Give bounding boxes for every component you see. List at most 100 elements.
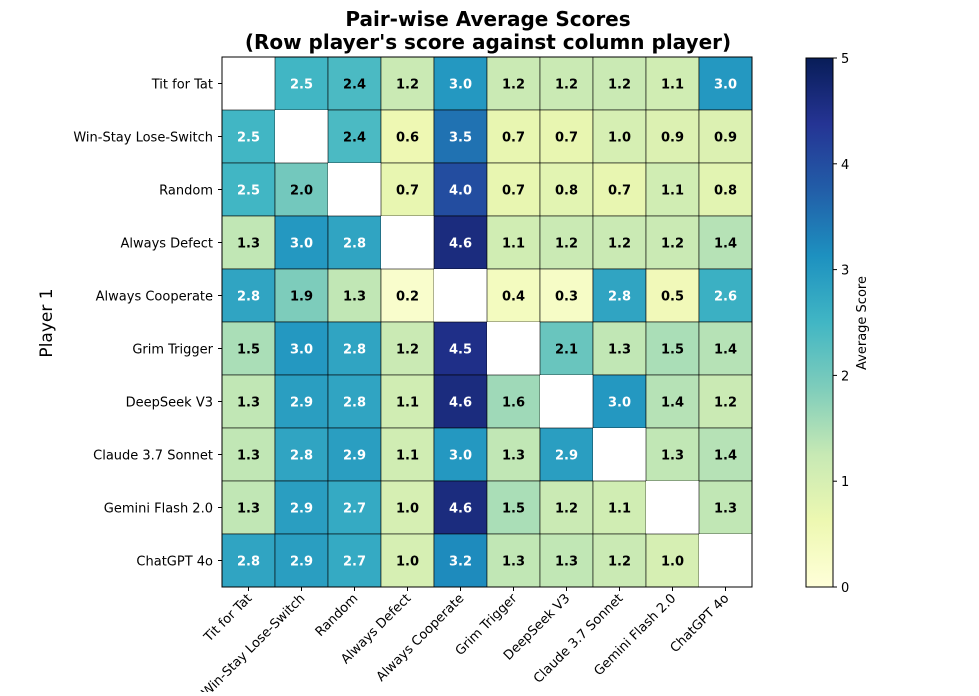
cell-value-label: 4.5 <box>449 343 472 358</box>
heatmap-cell <box>381 216 434 269</box>
heatmap-cell <box>433 374 488 429</box>
heatmap-cell <box>274 533 329 588</box>
cell-value-label: 2.8 <box>237 290 260 305</box>
heatmap-cell <box>221 427 276 482</box>
heatmap-cell <box>274 268 329 323</box>
cell-value-label: 1.2 <box>502 78 525 93</box>
heatmap-cell <box>221 374 276 429</box>
cell-value-label: 0.7 <box>396 184 419 199</box>
heatmap-cell <box>645 109 700 164</box>
colorbar-tick-label: 3 <box>841 264 849 279</box>
heatmap-cell <box>539 321 594 376</box>
row-tick-label: Claude 3.7 Sonnet <box>93 449 213 464</box>
cell-value-label: 2.5 <box>290 78 313 93</box>
heatmap-frame <box>221 56 753 588</box>
heatmap-cell <box>380 427 435 482</box>
cell-value-label: 0.9 <box>661 131 684 146</box>
cell-value-label: 3.0 <box>608 396 631 411</box>
cell-value-label: 0.6 <box>396 131 419 146</box>
heatmap-cell <box>380 480 435 535</box>
heatmap-cell <box>592 109 647 164</box>
heatmap-cell <box>486 162 541 217</box>
heatmap-cell <box>486 109 541 164</box>
cell-value-label: 1.0 <box>661 555 684 570</box>
cell-value-label: 2.7 <box>343 555 366 570</box>
heatmap-cell <box>274 215 329 270</box>
cell-value-label: 1.0 <box>396 555 419 570</box>
cell-value-label: 0.7 <box>555 131 578 146</box>
heatmap-cell <box>327 268 382 323</box>
heatmap-cell <box>434 269 487 322</box>
cell-value-label: 2.4 <box>343 78 366 93</box>
cell-value-label: 1.3 <box>608 343 631 358</box>
cell-value-label: 1.1 <box>502 237 525 252</box>
heatmap-cell <box>275 110 328 163</box>
cell-value-label: 1.1 <box>608 502 631 517</box>
cell-value-label: 2.6 <box>714 290 737 305</box>
heatmap-cell <box>645 56 700 111</box>
heatmap-cell <box>698 268 753 323</box>
cell-value-label: 2.8 <box>237 555 260 570</box>
colorbar-tick-label: 0 <box>841 581 849 596</box>
colorbar-ticks: 0 1 2 3 4 5 <box>833 52 849 596</box>
heatmap-cell <box>539 427 594 482</box>
cell-value-label: 2.8 <box>290 449 313 464</box>
row-tick-label: Random <box>159 184 213 199</box>
heatmap-cell <box>433 215 488 270</box>
cell-value-label: 2.1 <box>555 343 578 358</box>
heatmap-cell <box>380 268 435 323</box>
heatmap-cell <box>433 533 488 588</box>
cell-value-label: 2.9 <box>290 502 313 517</box>
heatmap-cell <box>433 321 488 376</box>
cell-value-label: 1.3 <box>343 290 366 305</box>
cell-value-label: 1.3 <box>555 555 578 570</box>
cell-value-label: 0.8 <box>555 184 578 199</box>
column-tick-label: Tit for Tat <box>201 591 256 646</box>
heatmap-cell <box>327 56 382 111</box>
cell-value-label: 1.1 <box>661 78 684 93</box>
cell-value-label: 1.0 <box>396 502 419 517</box>
cell-value-label: 1.0 <box>608 131 631 146</box>
row-tick-label: Grim Trigger <box>132 343 213 358</box>
cell-value-label: 1.2 <box>396 78 419 93</box>
heatmap-cell <box>698 321 753 376</box>
heatmap-cells: 2.5 2.4 1.2 3.0 1.2 1.2 1.2 1.1 3.0 2.5 2.4 0.6 3.5 0… <box>221 56 753 588</box>
cell-value-label: 1.4 <box>714 449 737 464</box>
cell-value-label: 2.0 <box>290 184 313 199</box>
heatmap-cell <box>380 533 435 588</box>
colorbar-tick-label: 5 <box>841 52 849 67</box>
cell-value-label: 1.2 <box>555 237 578 252</box>
cell-value-label: 3.0 <box>290 343 313 358</box>
cell-value-label: 0.7 <box>502 131 525 146</box>
heatmap-cell <box>486 56 541 111</box>
cell-value-label: 1.2 <box>555 78 578 93</box>
heatmap-cell <box>274 374 329 429</box>
heatmap-cell <box>380 109 435 164</box>
heatmap-cell <box>221 268 276 323</box>
cell-value-label: 0.3 <box>555 290 578 305</box>
heatmap-cell <box>539 533 594 588</box>
heatmap-cell <box>222 57 275 110</box>
heatmap-cell <box>699 534 752 587</box>
colorbar <box>805 57 834 588</box>
colorbar-tick-label: 4 <box>841 158 849 173</box>
cell-value-label: 2.5 <box>237 131 260 146</box>
cell-value-label: 3.2 <box>449 555 472 570</box>
cell-value-label: 1.4 <box>714 343 737 358</box>
cell-value-label: 1.5 <box>502 502 525 517</box>
cell-value-label: 0.4 <box>502 290 525 305</box>
cell-value-label: 0.9 <box>714 131 737 146</box>
cell-value-label: 0.2 <box>396 290 419 305</box>
heatmap-cell <box>433 427 488 482</box>
cell-value-label: 0.8 <box>714 184 737 199</box>
heatmap-cell <box>327 374 382 429</box>
heatmap-cell <box>380 162 435 217</box>
row-tick-label: Tit for Tat <box>151 78 213 93</box>
row-tick-labels: Tit for Tat Win-Stay Lose-Switch Random Alw… <box>73 78 222 570</box>
cell-value-label: 0.7 <box>502 184 525 199</box>
colorbar-tick-label: 2 <box>841 369 849 384</box>
cell-value-label: 1.1 <box>396 396 419 411</box>
